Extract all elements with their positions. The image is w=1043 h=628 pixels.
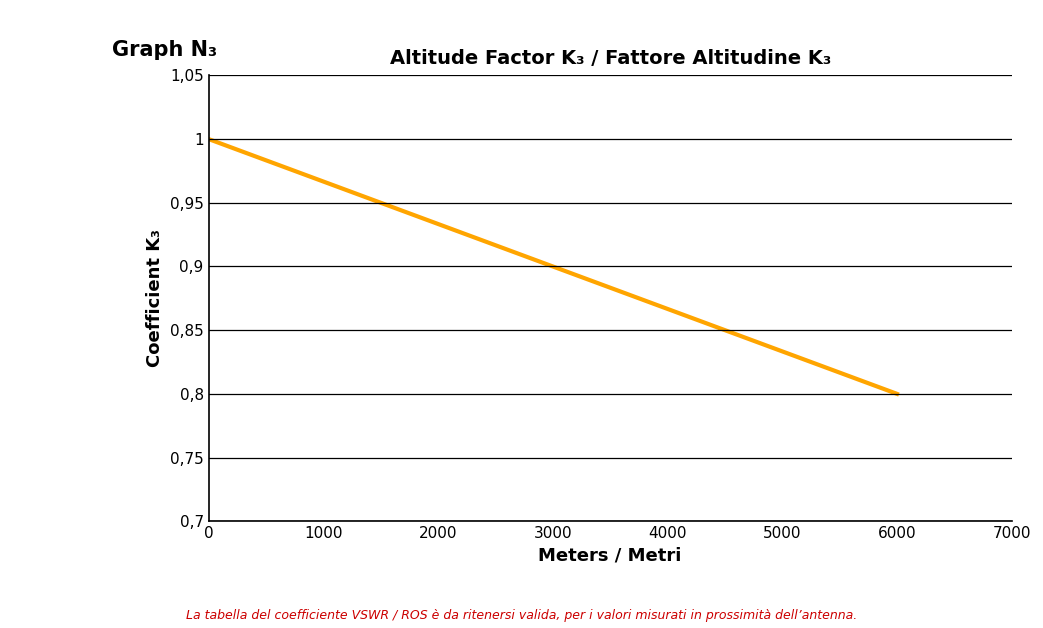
Text: La tabella del coefficiente VSWR / ROS è da ritenersi valida, per i valori misur: La tabella del coefficiente VSWR / ROS è… bbox=[186, 609, 857, 622]
X-axis label: Meters / Metri: Meters / Metri bbox=[538, 546, 682, 565]
Title: Altitude Factor K₃ / Fattore Altitudine K₃: Altitude Factor K₃ / Fattore Altitudine … bbox=[389, 49, 831, 68]
Text: Graph N₃: Graph N₃ bbox=[113, 40, 217, 60]
Y-axis label: Coefficient K₃: Coefficient K₃ bbox=[146, 229, 165, 367]
